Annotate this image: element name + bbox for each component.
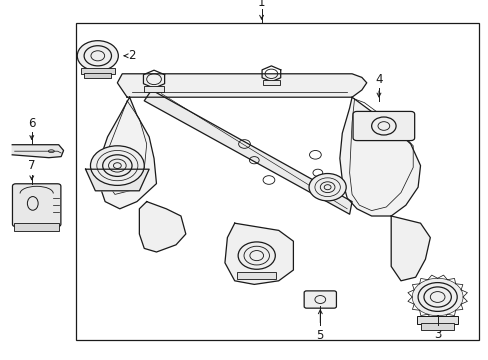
FancyBboxPatch shape	[304, 291, 336, 308]
Text: 3: 3	[433, 328, 441, 341]
Text: 4: 4	[374, 73, 382, 86]
Polygon shape	[339, 97, 420, 216]
Text: 1: 1	[257, 0, 265, 9]
Circle shape	[77, 41, 118, 71]
Circle shape	[90, 146, 144, 185]
Text: 5: 5	[316, 329, 324, 342]
Polygon shape	[85, 169, 149, 191]
Polygon shape	[224, 223, 293, 284]
Bar	[84, 73, 111, 78]
Bar	[237, 272, 276, 279]
Circle shape	[308, 174, 346, 201]
Bar	[76, 23, 478, 340]
Text: 2: 2	[128, 49, 135, 62]
Polygon shape	[117, 74, 366, 97]
Polygon shape	[144, 90, 351, 214]
Bar	[81, 68, 115, 74]
Polygon shape	[98, 97, 156, 209]
Bar	[420, 323, 453, 330]
Text: 6: 6	[28, 117, 36, 130]
Bar	[144, 86, 163, 92]
Bar	[262, 80, 280, 85]
Circle shape	[411, 278, 462, 316]
Bar	[416, 316, 457, 324]
FancyBboxPatch shape	[352, 111, 414, 140]
Bar	[14, 223, 59, 231]
Polygon shape	[390, 216, 429, 281]
Polygon shape	[12, 145, 63, 158]
Circle shape	[238, 242, 275, 269]
FancyBboxPatch shape	[12, 184, 61, 227]
Text: 7: 7	[28, 159, 36, 172]
Polygon shape	[139, 202, 185, 252]
